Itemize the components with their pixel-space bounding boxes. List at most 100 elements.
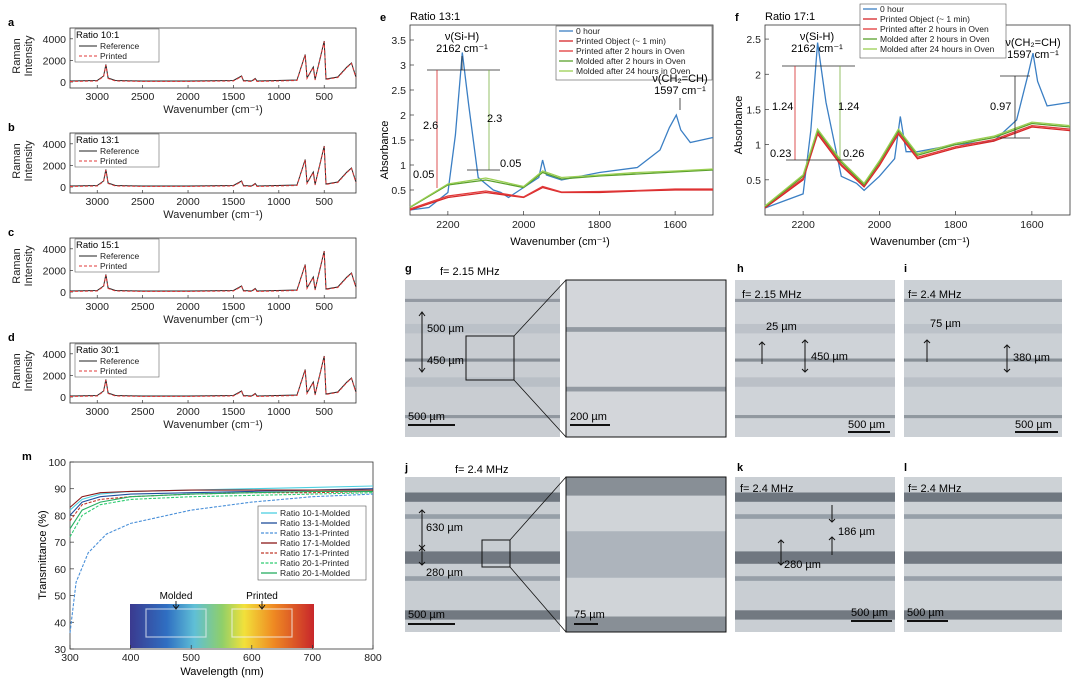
k-freq: f= 2.4 MHz (740, 483, 794, 495)
j-scale: 500 µm (408, 609, 445, 621)
h-m2: 450 µm (811, 351, 848, 363)
xtick: 2200 (436, 219, 460, 231)
panel-m-frame (69, 461, 374, 650)
legend-entry: Molded after 24 hours in Oven (576, 66, 691, 76)
panel-b-xtick: 2500 (131, 196, 155, 208)
panel-f-xlabel: Wavenumber (cm⁻¹) (870, 236, 970, 248)
panel-d-xtick: 1000 (267, 406, 291, 418)
panel-a-xtick: 500 (315, 91, 333, 103)
ytick: 30 (54, 644, 66, 656)
panel-m-plot: 30 40 50 60 70 80 90 100 300 400 500 600 700 800 (48, 457, 381, 664)
ytick: 40 (54, 617, 66, 629)
panel-c-ytick: 2000 (43, 265, 67, 277)
stripe (904, 298, 1062, 302)
series-line (409, 52, 714, 211)
micrograph-g: g f= 2.15 MHz 500 µm 450 µm 500 µm (405, 263, 567, 438)
panel-e-peak1-wn: 2162 cm⁻¹ (436, 43, 488, 55)
stripe (904, 610, 1062, 620)
stripe (735, 298, 895, 302)
panel-c-xtick: 1000 (267, 301, 291, 313)
ytick: 50 (54, 591, 66, 603)
panel-d-xtick: 2000 (176, 406, 200, 418)
panel-a-ytick: 0 (60, 77, 66, 89)
micrograph-k: k f= 2.4 MHz 186 µm 280 µm 500 µm (735, 462, 895, 632)
panel-d-legend-ref: Reference (100, 356, 139, 366)
micrograph-g-zoom: 200 µm (565, 279, 727, 438)
panel-d-frame (69, 342, 357, 404)
panel-d-xtick: 2500 (131, 406, 155, 418)
stripe (566, 531, 726, 578)
stripe (405, 358, 560, 362)
series-line (764, 126, 1071, 209)
panel-label-d: d (8, 332, 15, 344)
panel-c-xtick: 2500 (131, 301, 155, 313)
series-line (764, 42, 1071, 209)
panel-d-ylabel1: Raman (11, 353, 23, 388)
panel-b-ytick: 0 (60, 182, 66, 194)
panel-label-b: b (8, 122, 15, 134)
stripe (405, 492, 560, 502)
panel-label-a: a (8, 17, 15, 29)
series-line (409, 185, 713, 210)
panel-d-legend-printed: Printed (100, 366, 127, 376)
legend-entry: Molded after 24 hours in Oven (880, 44, 995, 54)
g-m2: 450 µm (427, 355, 464, 367)
ytick: 3 (400, 60, 406, 72)
ytick: 1 (400, 160, 406, 172)
panel-c-xtick: 3000 (86, 301, 110, 313)
panel-m: m Molded Printed 30 40 50 60 70 80 90 100 300 400… (22, 451, 382, 678)
stripe (904, 492, 1062, 502)
panel-f-peak1: ν(Si-H) (800, 31, 834, 43)
legend-entry: Printed after 2 hours in Oven (880, 24, 989, 34)
xtick: 2000 (868, 219, 892, 231)
i-m1: 75 µm (930, 318, 961, 330)
ytick: 2 (400, 110, 406, 122)
stripe (566, 327, 726, 332)
panel-a-xtick: 2500 (131, 91, 155, 103)
j-zoom-scale: 75 µm (574, 609, 605, 621)
panel-e-title: Ratio 13:1 (410, 11, 460, 23)
spectrum-inset (130, 604, 314, 648)
series-line (409, 168, 714, 208)
panel-b-xtick: 1000 (267, 196, 291, 208)
panel-f-peak1-wn: 2162 cm⁻¹ (791, 43, 843, 55)
inset-molded-label: Molded (160, 591, 193, 602)
stripe (405, 610, 560, 620)
panel-f-val-1: 1.24 (772, 101, 793, 113)
panel-c-series (69, 251, 357, 293)
panel-e-plot: 0.5 1 1.5 2 2.5 3 3.5 2200 2000 1800 1600 (391, 35, 714, 231)
panel-c-ylabel1: Raman (11, 248, 23, 283)
g-zoom-scale: 200 µm (570, 411, 607, 423)
panel-a-xtick: 1500 (222, 91, 246, 103)
h-m1: 25 µm (766, 321, 797, 333)
panel-c-title: Ratio 15:1 (76, 240, 119, 251)
panel-a-xlabel: Wavenumber (cm⁻¹) (163, 104, 263, 116)
panel-label-e: e (380, 12, 386, 24)
ytick: 0.5 (746, 175, 761, 187)
xtick: 2000 (512, 219, 536, 231)
series-line (764, 121, 1071, 207)
panel-a-xtick: 2000 (176, 91, 200, 103)
stripe (405, 298, 560, 302)
xtick: 400 (122, 652, 140, 664)
panel-b-ytick: 4000 (43, 139, 67, 151)
panel-a-ytick: 2000 (43, 55, 67, 67)
ytick: 1 (755, 140, 761, 152)
panel-a-legend-ref: Reference (100, 41, 139, 51)
stripe (735, 492, 895, 502)
stripe (735, 358, 895, 362)
stripe (904, 514, 1062, 519)
panel-b-ytick: 2000 (43, 160, 67, 172)
panel-c-ytick: 0 (60, 287, 66, 299)
panel-f-peak2: ν(CH₂=CH) (1005, 37, 1060, 49)
panel-e-ylabel: Absorbance (379, 121, 391, 180)
xtick: 1600 (1020, 219, 1044, 231)
xtick: 1600 (663, 219, 687, 231)
xtick: 1800 (944, 219, 968, 231)
g-scale: 500 µm (408, 411, 445, 423)
panel-a-title: Ratio 10:1 (76, 30, 119, 41)
xtick: 600 (243, 652, 261, 664)
legend-entry: Printed Object (~ 1 min) (576, 36, 666, 46)
